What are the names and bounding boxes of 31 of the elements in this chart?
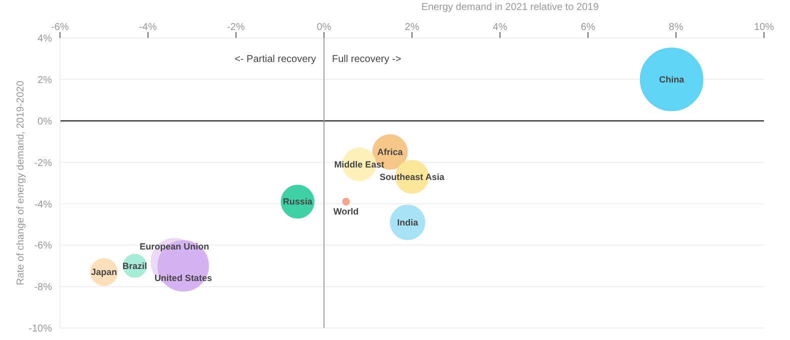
x-axis-title: Energy demand in 2021 relative to 2019 bbox=[420, 2, 600, 13]
series-label: China bbox=[659, 74, 686, 84]
series-label: European Union bbox=[140, 242, 210, 252]
series-label: World bbox=[333, 206, 359, 217]
annotation: Full recovery -> bbox=[332, 54, 402, 65]
y-tick-label: -8% bbox=[34, 282, 52, 294]
x-tick-label: 2% bbox=[404, 22, 420, 33]
x-tick-label: -2% bbox=[227, 22, 245, 33]
y-tick-label: -4% bbox=[34, 199, 52, 210]
x-tick-label: 6% bbox=[580, 22, 596, 33]
x-tick-label: -4% bbox=[139, 22, 157, 33]
series-label: Brazil bbox=[122, 260, 148, 271]
x-tick-label: 4% bbox=[492, 22, 508, 33]
series-label: Russia bbox=[282, 196, 314, 207]
x-tick-label: -6% bbox=[51, 22, 69, 33]
x-tick-label: 8% bbox=[668, 22, 684, 33]
y-tick-label: -6% bbox=[34, 240, 52, 252]
series-label: Japan bbox=[90, 267, 118, 278]
y-tick-label: -2% bbox=[34, 158, 52, 169]
series-label: United States bbox=[154, 272, 212, 283]
y-tick-label: 4% bbox=[38, 34, 52, 45]
y-tick-label: 0% bbox=[38, 116, 52, 128]
y-tick-label: 2% bbox=[38, 74, 52, 86]
series-label: Middle East bbox=[334, 159, 384, 170]
x-tick-label: 10% bbox=[754, 22, 774, 33]
y-tick-label: -10% bbox=[28, 324, 52, 335]
x-tick-label: 0% bbox=[316, 22, 332, 33]
y-axis-title: Rate of change of energy demand, 2019-2020 bbox=[16, 80, 27, 286]
series-label: India bbox=[397, 217, 420, 228]
series-label: Africa bbox=[377, 146, 404, 157]
annotation: <- Partial recovery bbox=[234, 54, 316, 65]
